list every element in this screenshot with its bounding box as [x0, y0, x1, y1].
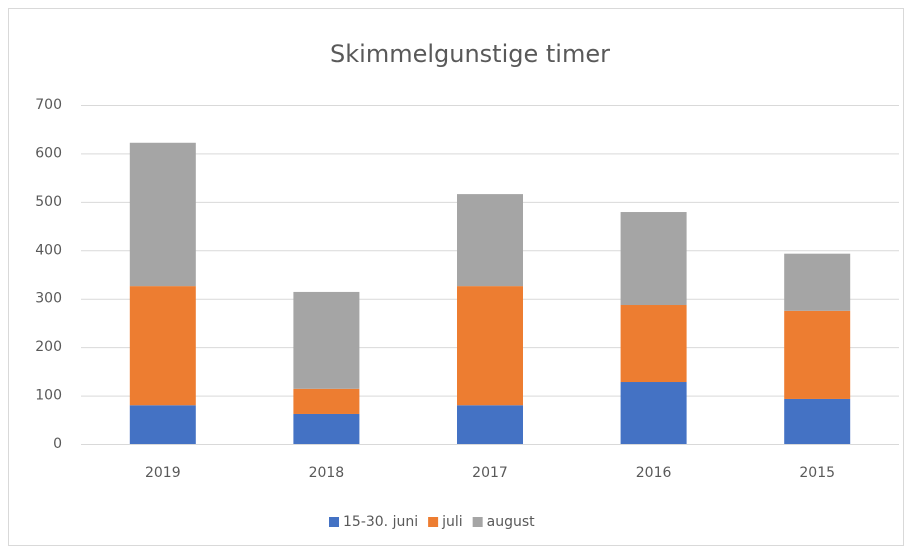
x-tick-label: 2017 — [472, 465, 508, 481]
x-tick-label: 2016 — [636, 465, 672, 481]
y-tick-label: 300 — [35, 291, 62, 307]
y-tick-label: 700 — [35, 97, 62, 113]
y-tick-label: 200 — [35, 339, 62, 355]
legend-label: juli — [441, 514, 463, 530]
y-tick-label: 400 — [35, 242, 62, 258]
bar-segment — [784, 253, 851, 311]
y-tick-label: 500 — [35, 194, 62, 210]
x-tick-label: 2018 — [309, 465, 345, 481]
legend-swatch — [329, 517, 339, 527]
y-tick-label: 100 — [35, 388, 62, 404]
bar-segment — [293, 413, 360, 444]
y-tick-label: 600 — [35, 145, 62, 161]
y-tick-label: 0 — [53, 436, 62, 452]
bar-segment — [620, 212, 687, 306]
legend-label: august — [487, 514, 536, 530]
bar-segment — [129, 286, 196, 406]
chart-title: Skimmelgunstige timer — [330, 40, 610, 68]
legend-swatch — [428, 517, 439, 527]
bar-segment — [293, 291, 360, 389]
bar-segment — [457, 405, 523, 444]
bar-segment — [620, 382, 687, 444]
bar-segment — [784, 398, 851, 444]
bar-segment — [784, 310, 851, 399]
legend-swatch — [472, 517, 483, 527]
bar-segment — [129, 405, 196, 444]
bar-segment — [129, 142, 196, 287]
x-tick-label: 2015 — [799, 465, 835, 481]
legend-label: 15-30. juni — [343, 514, 418, 530]
bar-segment — [620, 305, 687, 383]
bar-segment — [457, 286, 523, 406]
bar-segment — [293, 388, 360, 414]
x-tick-label: 2019 — [145, 465, 181, 481]
bar-segment — [457, 194, 523, 287]
